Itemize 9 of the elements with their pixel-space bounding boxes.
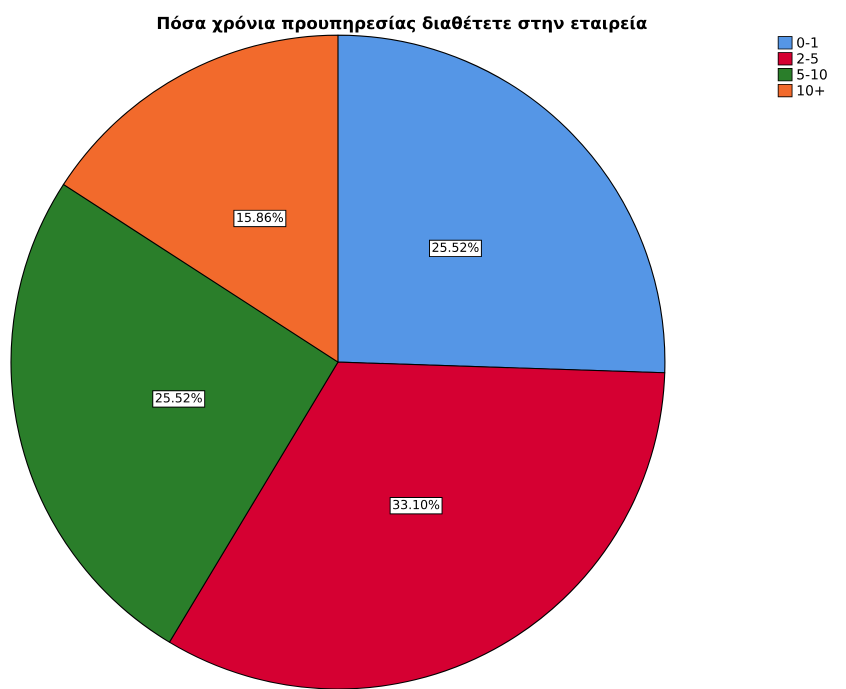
data-label: 25.52% xyxy=(156,393,202,403)
data-label: 25.52% xyxy=(432,242,479,252)
legend-label: 5-10 xyxy=(797,69,827,80)
legend-label: 10+ xyxy=(798,85,824,96)
legend-label: 0-1 xyxy=(797,37,818,48)
chart-title: Πόσα χρόνια προυπηρεσίας διαθέτετε στην εταιρεία xyxy=(158,16,647,33)
data-label: 15.86% xyxy=(237,212,283,222)
legend-label: 2-5 xyxy=(797,53,818,64)
data-label: 33.10% xyxy=(393,500,440,510)
